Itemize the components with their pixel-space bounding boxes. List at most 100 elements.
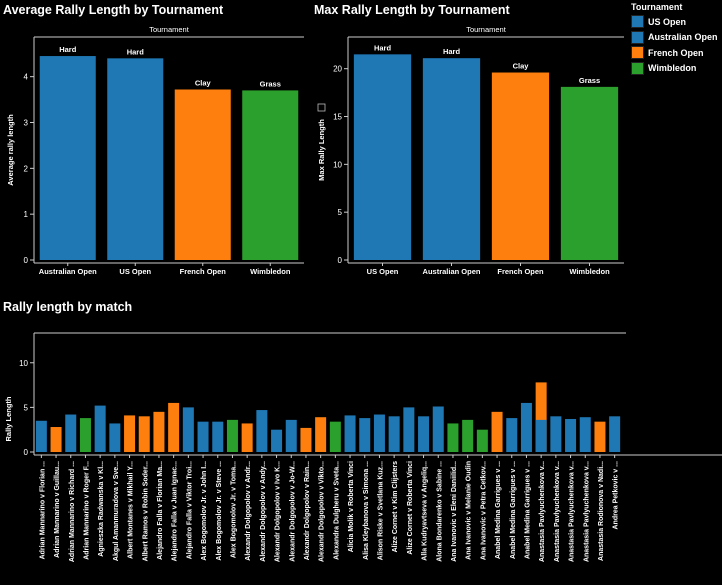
legend-label: US Open <box>648 16 687 27</box>
avg-bar-label: Hard <box>127 47 145 56</box>
max-y-tick-label: 5 <box>338 208 343 217</box>
match-x-tick-label: Adrian Mannarino v Roger F... <box>83 461 90 560</box>
match-x-tick-label: Anabel Medina Garrigues v ... <box>495 461 502 559</box>
avg-chart-title: Average Rally Length by Tournament <box>3 3 224 17</box>
match-x-tick-label: Alejandro Falla v Juan Ignac... <box>172 461 179 561</box>
max-bar <box>353 54 412 260</box>
match-x-tick-label: Adrian Mannarino v Richard ... <box>69 461 76 562</box>
match-bar <box>418 416 430 452</box>
match-bar <box>212 421 224 452</box>
avg-top-label: Tournament <box>149 25 190 34</box>
legend-title: Tournament <box>631 2 683 12</box>
avg-bar <box>242 90 299 261</box>
max-bar <box>422 58 481 260</box>
match-bar <box>50 427 62 452</box>
match-x-tick-label: Adrian Mannarino v Guillau... <box>54 461 61 558</box>
match-bar <box>579 417 591 452</box>
match-x-tick-label: Alize Cornet v Roberta Vinci <box>407 461 414 555</box>
match-x-tick-label: Adrian Mannarino v Florian ... <box>39 461 46 559</box>
match-x-tick-label: Alexandr Dolgopolov v Vikto... <box>319 461 326 562</box>
match-x-tick-label: Ana Ivanovic v Eleni Daniilid... <box>451 461 458 562</box>
match-x-tick-label: Alexandr Dolgopolov v Ivo K... <box>275 461 282 562</box>
match-y-tick-label: 10 <box>19 359 28 368</box>
max-x-tick-label: French Open <box>497 267 544 276</box>
match-bar <box>535 382 547 452</box>
match-x-tick-label: Alla Kudryavtseva v Angeliq... <box>422 461 429 561</box>
legend-swatch <box>631 30 644 44</box>
match-bar <box>432 406 444 452</box>
max-x-tick-label: Australian Open <box>423 267 481 276</box>
match-bar <box>594 421 606 452</box>
match-bar <box>403 407 415 452</box>
avg-y-tick-label: 4 <box>24 73 29 82</box>
match-bar <box>506 418 518 452</box>
match-bar <box>271 429 283 452</box>
avg-bar <box>174 89 231 260</box>
avg-x-tick-label: Australian Open <box>39 267 97 276</box>
match-bar <box>373 414 385 452</box>
match-x-tick-label: Alexandr Dolgopolov v Andr... <box>245 461 252 561</box>
match-x-tick-label: Alisa Kleybanova v Simona ... <box>363 461 370 560</box>
legend-swatch <box>631 46 644 60</box>
match-x-tick-label: Anastasia Pavlyuchenkova v... <box>539 461 546 562</box>
match-x-tick-label: Anastasia Pavlyuchenkova v... <box>554 461 561 562</box>
legend-item-french-open[interactable]: French Open <box>631 45 722 61</box>
match-x-tick-label: Alexandr Dolgopolov v Jo-W... <box>289 461 296 562</box>
avg-y-tick-label: 3 <box>24 119 29 128</box>
legend-label: Australian Open <box>648 32 718 43</box>
match-bar <box>94 405 106 452</box>
max-y-tick-label: 20 <box>333 65 342 74</box>
avg-x-tick-label: Wimbledon <box>250 267 291 276</box>
match-x-tick-label: Ana Ivanovic v Melanie Oudin <box>466 461 473 560</box>
match-x-tick-label: Alex Bogomolov Jr. v Toma... <box>230 461 237 558</box>
match-bar <box>35 420 47 452</box>
match-x-tick-label: Alejandro Falla v Viktor Troi... <box>186 461 193 559</box>
match-bar <box>520 402 532 452</box>
match-bar <box>388 416 400 452</box>
match-bar <box>256 410 268 452</box>
match-x-tick-label: Albert Montanes v Mikhail Y... <box>128 461 135 559</box>
match-bar <box>447 423 459 452</box>
max-y-label: Max Rally Length <box>317 119 326 181</box>
match-x-tick-label: Alejandro Falla v Florian Ma... <box>157 461 164 560</box>
match-x-tick-label: Alexandr Dolgopolov v Andy... <box>260 461 267 562</box>
legend-item-wimbledon[interactable]: Wimbledon <box>631 61 722 77</box>
max-bar <box>560 86 619 260</box>
legend: Tournament US Open Australian Open Frenc… <box>631 2 722 76</box>
legend-item-us-open[interactable]: US Open <box>631 14 722 30</box>
match-x-tick-label: Andrea Petkovic v ... <box>613 461 620 530</box>
match-x-tick-label: Alicia Molik v Roberta Vinci <box>348 461 355 552</box>
match-bar <box>241 423 253 452</box>
match-x-tick-label: Alexandr Dolgopolov v Rain... <box>304 461 311 560</box>
avg-x-tick-label: US Open <box>119 267 151 276</box>
match-bar <box>168 402 180 452</box>
match-overlay-bar <box>535 419 547 452</box>
match-y-tick-label: 0 <box>24 448 29 457</box>
max-y-tick-label: 0 <box>338 256 343 265</box>
match-x-tick-label: Alexandra Dulgheru v Sveta... <box>333 461 340 560</box>
match-x-tick-label: Alex Bogomolov Jr. v Steve ... <box>216 461 223 561</box>
avg-bar <box>39 56 96 260</box>
max-bar-label: Grass <box>579 76 600 85</box>
avg-bar-label: Hard <box>59 45 77 54</box>
match-bar <box>609 416 621 452</box>
match-bar <box>109 423 121 452</box>
match-x-tick-label: Alison Riske v Svetlana Kuz... <box>377 461 384 560</box>
match-chart-title: Rally length by match <box>3 300 133 314</box>
max-bar-label: Hard <box>443 47 461 56</box>
max-x-tick-label: US Open <box>367 267 399 276</box>
max-y-tick-label: 10 <box>333 160 342 169</box>
match-x-tick-label: Anastasia Pavlyuchenkova v... <box>569 461 576 562</box>
legend-label: French Open <box>648 47 704 58</box>
max-y-tick-label: 15 <box>333 113 342 122</box>
match-x-tick-label: Alex Bogomolov Jr. v John I... <box>201 461 208 561</box>
chart-menu-icon <box>317 103 326 112</box>
match-x-tick-label: Anastasia Pavlyuchenkova v... <box>583 461 590 562</box>
max-bar <box>491 72 550 261</box>
match-bar <box>124 415 136 452</box>
legend-item-australian-open[interactable]: Australian Open <box>631 30 722 46</box>
match-bar <box>197 421 209 452</box>
match-x-tick-label: Ana Ivanovic v Petra Cetkov... <box>480 461 487 560</box>
match-bar <box>329 421 341 452</box>
